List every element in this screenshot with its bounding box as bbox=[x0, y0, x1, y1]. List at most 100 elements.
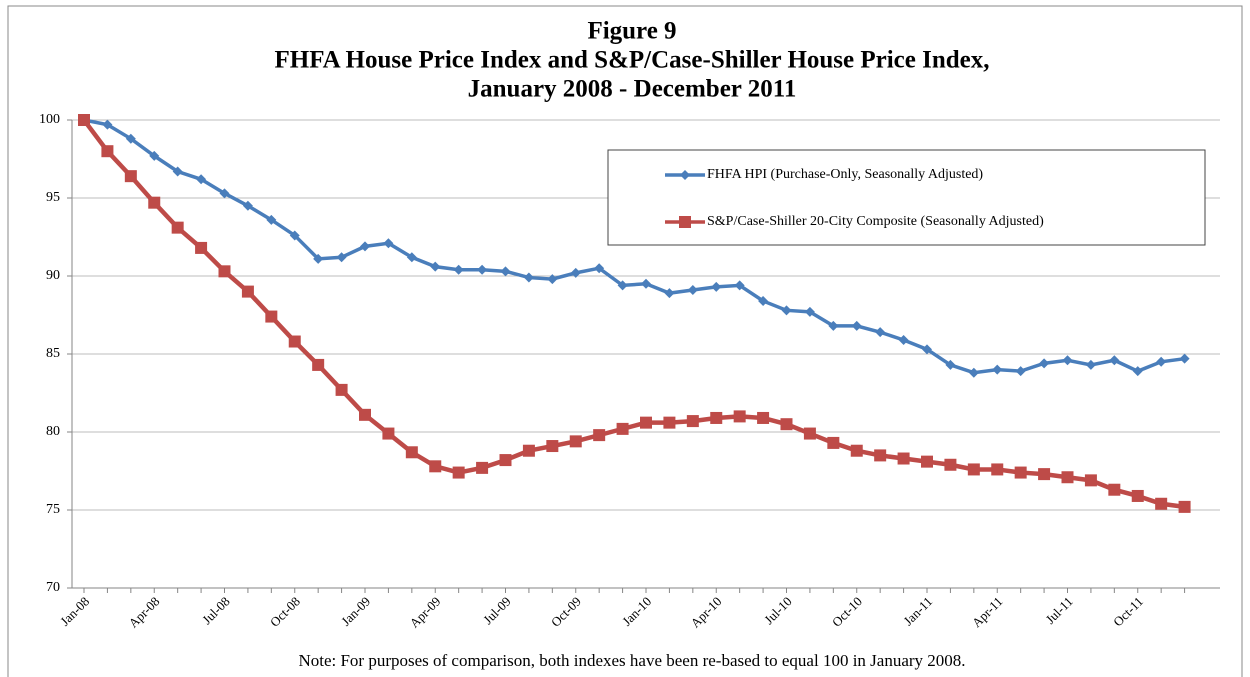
data-point bbox=[523, 272, 534, 283]
data-point bbox=[1038, 468, 1051, 481]
data-point bbox=[734, 280, 745, 291]
data-point bbox=[148, 196, 161, 209]
data-point bbox=[945, 359, 956, 370]
chart-subtitle: January 2008 - December 2011 bbox=[468, 76, 797, 103]
data-point bbox=[944, 458, 957, 471]
y-tick-label: 80 bbox=[46, 424, 60, 439]
data-point bbox=[288, 335, 301, 348]
data-point bbox=[452, 466, 465, 479]
data-point bbox=[922, 344, 932, 355]
data-point bbox=[101, 145, 114, 158]
data-point bbox=[1085, 359, 1096, 370]
data-point bbox=[265, 310, 278, 323]
data-point bbox=[522, 444, 535, 457]
data-point bbox=[125, 133, 136, 144]
data-point bbox=[241, 285, 254, 298]
x-tick-label: Apr-10 bbox=[688, 594, 725, 631]
data-point bbox=[1132, 366, 1143, 377]
data-point bbox=[686, 415, 699, 428]
data-point bbox=[196, 174, 207, 185]
data-point bbox=[663, 416, 676, 429]
data-point bbox=[921, 455, 933, 468]
chart-title: Figure 9 bbox=[587, 18, 676, 45]
data-point bbox=[313, 253, 324, 264]
data-point bbox=[1061, 471, 1074, 484]
data-point bbox=[1179, 353, 1190, 364]
y-tick-label: 75 bbox=[46, 502, 60, 517]
data-point bbox=[499, 454, 512, 467]
legend-marker bbox=[679, 216, 691, 228]
data-point bbox=[1108, 483, 1121, 496]
legend-label: FHFA HPI (Purchase-Only, Seasonally Adju… bbox=[707, 167, 983, 182]
data-point bbox=[78, 114, 90, 126]
data-point bbox=[149, 150, 160, 161]
data-point bbox=[897, 452, 910, 465]
legend-marker bbox=[680, 170, 690, 180]
data-point bbox=[1155, 497, 1168, 510]
data-point bbox=[218, 265, 231, 278]
y-tick-label: 70 bbox=[46, 580, 60, 595]
data-point bbox=[1015, 366, 1026, 377]
x-tick-label: Oct-10 bbox=[829, 594, 865, 630]
y-tick-label: 90 bbox=[46, 268, 60, 283]
legend-label: S&P/Case-Shiller 20-City Composite (Seas… bbox=[707, 214, 1044, 229]
data-point bbox=[967, 463, 980, 476]
data-point bbox=[360, 241, 370, 252]
x-tick-label: Jan-10 bbox=[619, 594, 654, 629]
chart-note: Note: For purposes of comparison, both i… bbox=[298, 651, 965, 670]
x-tick-label: Jul-11 bbox=[1042, 594, 1075, 627]
data-point bbox=[664, 288, 675, 299]
data-point bbox=[594, 263, 605, 274]
x-tick-label: Jul-08 bbox=[199, 594, 233, 628]
y-tick-label: 85 bbox=[46, 346, 60, 361]
x-tick-label: Jan-08 bbox=[57, 594, 92, 629]
data-point bbox=[1084, 474, 1097, 487]
x-tick-label: Jan-09 bbox=[338, 594, 373, 629]
data-point bbox=[266, 214, 277, 225]
data-point bbox=[1014, 466, 1027, 479]
data-point bbox=[1156, 356, 1167, 367]
data-point bbox=[172, 166, 183, 177]
data-point bbox=[570, 267, 581, 278]
data-point bbox=[477, 264, 488, 275]
data-point bbox=[406, 252, 417, 263]
x-tick-label: Jul-10 bbox=[761, 594, 795, 628]
x-tick-label: Jul-09 bbox=[480, 594, 514, 628]
x-tick-label: Apr-09 bbox=[407, 594, 444, 631]
data-point bbox=[500, 266, 511, 277]
data-point bbox=[569, 435, 582, 448]
data-point bbox=[1178, 500, 1191, 513]
legend: FHFA HPI (Purchase-Only, Seasonally Adju… bbox=[607, 149, 1206, 246]
data-point bbox=[219, 188, 230, 199]
data-point bbox=[547, 274, 558, 285]
x-tick-label: Apr-08 bbox=[126, 594, 163, 631]
data-point bbox=[476, 461, 489, 474]
data-point bbox=[359, 408, 371, 421]
data-point bbox=[780, 418, 793, 431]
x-tick-label: Apr-11 bbox=[969, 594, 1006, 631]
data-point bbox=[405, 446, 418, 459]
data-point bbox=[1109, 355, 1120, 366]
data-point bbox=[312, 358, 325, 371]
data-point bbox=[851, 320, 862, 331]
data-point bbox=[335, 383, 348, 396]
data-point bbox=[289, 230, 300, 241]
data-point bbox=[429, 460, 442, 473]
data-point bbox=[757, 411, 770, 424]
y-tick-label: 95 bbox=[46, 190, 60, 205]
data-point bbox=[711, 281, 722, 292]
data-point bbox=[242, 200, 253, 211]
data-point bbox=[874, 449, 887, 462]
data-point bbox=[171, 221, 184, 234]
data-point bbox=[850, 444, 863, 457]
data-point bbox=[968, 367, 979, 378]
data-point bbox=[687, 285, 698, 296]
data-point bbox=[382, 427, 395, 440]
data-point bbox=[383, 238, 394, 249]
data-point bbox=[124, 170, 137, 183]
data-point bbox=[710, 411, 723, 424]
data-point bbox=[641, 278, 651, 289]
data-point bbox=[758, 295, 769, 306]
data-point bbox=[640, 416, 652, 429]
